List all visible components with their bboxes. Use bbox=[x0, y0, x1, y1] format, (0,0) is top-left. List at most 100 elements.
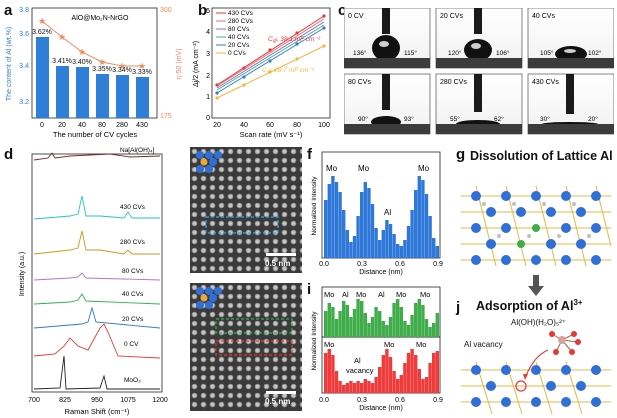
c-tile-0-angle-left: 136° bbox=[353, 49, 367, 57]
c-tile-2-label: 40 CVs bbox=[532, 13, 555, 20]
i-bot-label-al: Al bbox=[354, 356, 361, 365]
d-trace-430 bbox=[33, 195, 160, 220]
i-bot-label-mo-2: Mo bbox=[416, 340, 426, 349]
b-cdl-top: Cdl: 38.1 mF cm⁻² bbox=[268, 36, 321, 45]
a-bar-2 bbox=[76, 67, 89, 118]
panel-label-g: g bbox=[456, 146, 466, 163]
c-tile-5-angle-right: 20° bbox=[588, 115, 598, 123]
a-bar-3 bbox=[96, 74, 109, 118]
a-eta-markers: ★ ★ ★ ★ ★ ★ bbox=[38, 16, 146, 71]
b-line-40 bbox=[216, 24, 325, 91]
a-xtick-4: 280 bbox=[116, 122, 128, 129]
f-peak-label-0: Mo bbox=[326, 164, 338, 173]
b-legend-2: 80 CVs bbox=[228, 26, 250, 33]
i-xtick-2: 0.6 bbox=[395, 397, 405, 404]
i-top-label-0: Mo bbox=[324, 290, 334, 299]
d-xtick-1: 825 bbox=[59, 397, 71, 404]
h-atom-overlay bbox=[196, 287, 222, 309]
c-tile-4: 280 CVs 55° 62° bbox=[435, 73, 523, 135]
panel-e-image: 0.5 nm bbox=[190, 147, 302, 273]
c-tile-1-angle-left: 120° bbox=[448, 49, 462, 57]
j-title: Adsorption of Al3+ bbox=[476, 298, 583, 314]
e-scalebar-label: 0.5 nm bbox=[265, 259, 290, 268]
g-title: Dissolution of Lattice Al bbox=[470, 149, 613, 163]
panel-a-chart: ★ ★ ★ ★ ★ ★ 3.62% 3.41% 3.40% 3.35% 3.34% 3.… bbox=[6, 7, 183, 139]
c-tile-0-label: 0 CV bbox=[348, 13, 364, 20]
f-histogram bbox=[324, 176, 439, 258]
g-to-j-arrow bbox=[528, 275, 544, 296]
b-axes-frame bbox=[211, 7, 331, 119]
d-trace-80 bbox=[33, 272, 161, 281]
c-tile-0-angle-right: 115° bbox=[404, 49, 417, 57]
i-xtick-3: 0.9 bbox=[433, 397, 443, 404]
a-bar-label-5: 3.33% bbox=[132, 69, 152, 76]
d-xlabel: Raman Shift (cm⁻¹) bbox=[65, 407, 130, 416]
a-legend: AlO@Mo₂N-NrGO bbox=[72, 15, 129, 22]
panel-label-d: d bbox=[4, 146, 14, 163]
a-bars bbox=[36, 37, 149, 118]
svg-text:★: ★ bbox=[38, 16, 46, 26]
a-eta-line bbox=[41, 20, 142, 67]
i-top-label-3: Al bbox=[378, 290, 385, 299]
i-top-label-5: Mo bbox=[420, 290, 430, 299]
d-trace-40 bbox=[33, 293, 161, 305]
c-tile-2-angle-left: 105° bbox=[540, 49, 554, 57]
c-tile-1-label: 20 CVs bbox=[440, 13, 463, 20]
b-xtick-0: 20 bbox=[213, 122, 221, 129]
d-xtick-0: 700 bbox=[28, 397, 40, 404]
a-bar-label-3: 3.35% bbox=[92, 66, 112, 73]
a-rtick-1: 300 bbox=[160, 7, 172, 14]
c-tile-4-angle-right: 62° bbox=[494, 115, 504, 123]
i-top-label-4: Mo bbox=[396, 290, 406, 299]
d-label-80: 80 CVs bbox=[122, 268, 144, 275]
d-label-naaloh4: Na[Al(OH)₄] bbox=[120, 147, 155, 154]
i-bot-label-mo-0: Mo bbox=[324, 340, 334, 349]
b-legend-5: 0 CVs bbox=[228, 50, 246, 57]
a-bar-label-4: 3.34% bbox=[112, 67, 132, 74]
svg-text:★: ★ bbox=[118, 61, 126, 71]
panel-label-a: a bbox=[4, 2, 13, 19]
b-ytick-2: 2 bbox=[206, 73, 210, 80]
b-ytick-5: 5 bbox=[206, 8, 210, 15]
a-bar-1 bbox=[56, 66, 69, 118]
c-tile-2-angle-right: 102° bbox=[588, 49, 602, 57]
b-xtick-4: 100 bbox=[318, 122, 330, 129]
b-ytick-3: 3 bbox=[206, 51, 210, 58]
f-xtick-3: 0.9 bbox=[433, 261, 443, 268]
f-peak-label-2: Al bbox=[384, 208, 391, 217]
c-tile-3-label: 80 CVs bbox=[348, 79, 371, 86]
svg-text:★: ★ bbox=[78, 47, 86, 57]
b-line-80 bbox=[216, 21, 325, 89]
h-linescan-box-red bbox=[215, 340, 293, 356]
b-cdl-bottom: Cdl: 28.7 mF cm⁻² bbox=[262, 67, 315, 76]
panel-d-chart: Na[Al(OH)₄] 430 CVs 280 CVs 80 CVs 40 CV… bbox=[19, 147, 168, 416]
i-xlabel: Distance (nm) bbox=[359, 405, 403, 412]
d-trace-0cv bbox=[33, 323, 161, 359]
f-xtick-2: 0.6 bbox=[395, 261, 405, 268]
c-tile-5-label: 430 CVs bbox=[532, 79, 559, 86]
panel-j-structure bbox=[461, 331, 611, 415]
a-bar-label-0: 3.62% bbox=[32, 29, 52, 36]
b-legend-4: 20 CVs bbox=[228, 42, 250, 49]
a-rtick-0: 175 bbox=[160, 113, 172, 120]
a-ytick-3: 3.8 bbox=[19, 7, 29, 14]
a-xtick-0: 0 bbox=[40, 122, 44, 129]
a-xtick-5: 430 bbox=[136, 122, 148, 129]
c-tile-5-angle-left: 30° bbox=[540, 115, 550, 123]
i-top-label-1: Al bbox=[342, 290, 349, 299]
c-tile-3: 80 CVs 90° 93° bbox=[344, 73, 431, 135]
panel-label-b: b bbox=[198, 2, 208, 19]
panel-h-image: 0.5 nm bbox=[190, 283, 302, 411]
j-vacancy-marker bbox=[515, 380, 527, 392]
c-tile-0: 0 CV 136° 115° bbox=[344, 8, 431, 69]
svg-text:★: ★ bbox=[138, 61, 146, 71]
b-xtick-3: 80 bbox=[293, 122, 301, 129]
i-xtick-1: 0.3 bbox=[357, 397, 367, 404]
e-linescan-box bbox=[205, 216, 279, 234]
panel-b-chart: 430 CVs 280 CVs 80 CVs 40 CVs 20 CVs 0 C… bbox=[193, 7, 331, 139]
d-label-moo3: MoO₃ bbox=[124, 377, 141, 384]
d-xtick-3: 1075 bbox=[120, 397, 136, 404]
b-legend-3: 40 CVs bbox=[228, 34, 250, 41]
a-ytick-0: 3.2 bbox=[19, 99, 29, 106]
